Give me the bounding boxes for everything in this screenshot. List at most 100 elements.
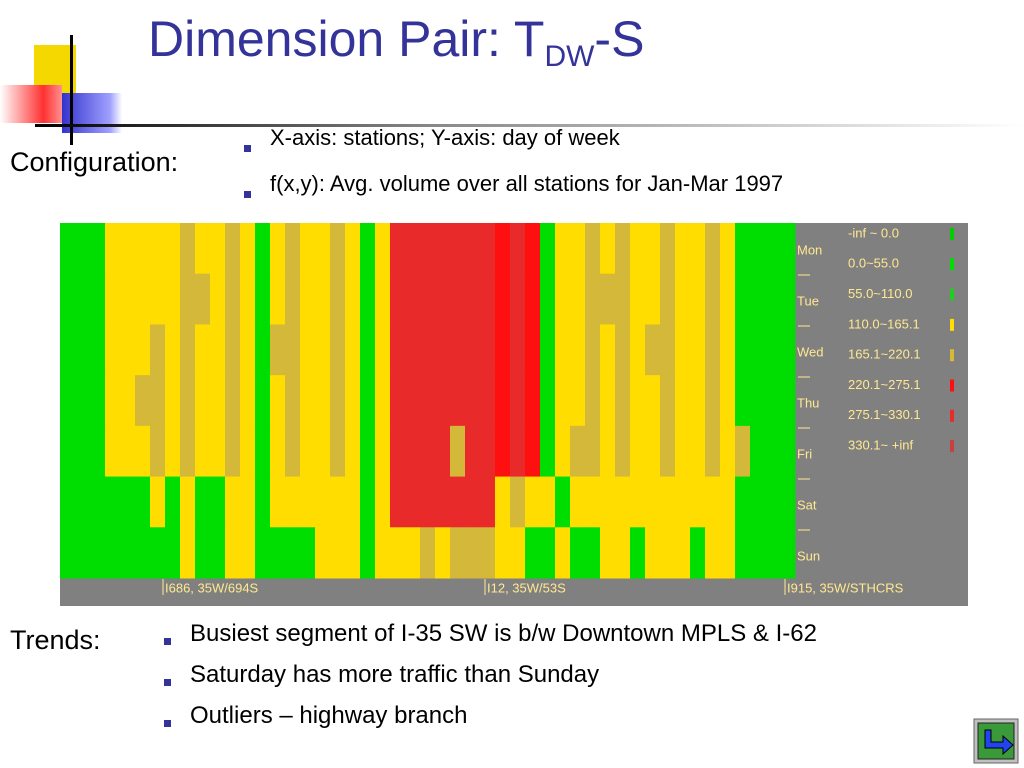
legend-swatch: [950, 288, 954, 301]
heat-cell: [225, 425, 241, 478]
heat-cell: [615, 223, 631, 275]
heat-cell: [645, 273, 661, 325]
heat-cell: [90, 273, 106, 325]
deco-line: [70, 35, 73, 145]
heat-cell: [510, 273, 526, 325]
heat-cell: [765, 375, 781, 427]
trends-label: Trends:: [10, 625, 101, 655]
heat-cell: [780, 425, 796, 478]
heat-cell: [630, 223, 646, 275]
deco-red: [0, 85, 62, 123]
heat-cell: [180, 476, 196, 528]
heat-cell: [555, 273, 571, 325]
heat-cell: [150, 324, 166, 376]
heat-cell: [615, 324, 631, 376]
heat-cell: [450, 324, 466, 376]
heat-cell: [300, 527, 316, 579]
heat-cell: [90, 527, 106, 579]
heat-cell: [60, 375, 76, 427]
day-label: Sun: [797, 548, 820, 563]
return-button[interactable]: [973, 718, 1019, 764]
heat-cell: [675, 375, 691, 427]
heat-cell: [585, 324, 601, 376]
heat-cell: [555, 223, 571, 275]
heat-cell: [555, 375, 571, 427]
heat-cell: [375, 527, 391, 579]
heat-cell: [240, 223, 256, 275]
heat-cell: [585, 425, 601, 478]
heat-cell: [600, 425, 616, 478]
heat-cell: [420, 425, 436, 478]
heat-cell: [270, 223, 286, 275]
heat-cell: [360, 324, 376, 376]
heat-cell: [615, 273, 631, 325]
heat-cell: [645, 425, 661, 478]
station-label: I12, 35W/53S: [487, 580, 566, 595]
heat-cell: [765, 223, 781, 275]
heat-cell: [300, 375, 316, 427]
heat-cell: [150, 375, 166, 427]
heat-cell: [510, 375, 526, 427]
heat-cell: [645, 527, 661, 579]
heat-cell: [480, 375, 496, 427]
heat-cell: [660, 273, 676, 325]
heat-cell: [210, 273, 226, 325]
heat-cell: [525, 223, 541, 275]
heat-cell: [690, 324, 706, 376]
heat-cell: [450, 425, 466, 478]
heat-cell: [570, 527, 586, 579]
heat-cell: [690, 273, 706, 325]
heat-cell: [225, 527, 241, 579]
heat-cell: [90, 476, 106, 528]
heat-cell: [390, 425, 406, 478]
day-label: Tue: [797, 293, 819, 308]
heat-cell: [405, 223, 421, 275]
heat-cell: [105, 375, 121, 427]
heat-cell: [90, 375, 106, 427]
heat-cell: [705, 476, 721, 528]
heat-cell: [90, 324, 106, 376]
heat-cell: [465, 375, 481, 427]
heat-cell: [120, 324, 136, 376]
heat-cell: [240, 324, 256, 376]
heat-cell: [375, 273, 391, 325]
heat-cell: [780, 375, 796, 427]
heat-cell: [630, 324, 646, 376]
heat-cell: [495, 527, 511, 579]
heat-cell: [255, 527, 271, 579]
heat-cell: [345, 375, 361, 427]
heat-cell: [210, 476, 226, 528]
heat-cell: [690, 223, 706, 275]
heat-cell: [225, 223, 241, 275]
heat-cell: [180, 527, 196, 579]
legend-swatch: [950, 228, 954, 240]
heat-cell: [525, 476, 541, 528]
heat-cell: [75, 324, 91, 376]
heat-cell: [345, 425, 361, 478]
station-label: I915, 35W/STHCRS: [787, 580, 904, 595]
heat-cell: [225, 273, 241, 325]
heat-cell: [135, 527, 151, 579]
heat-cell: [330, 425, 346, 478]
heat-cell: [630, 425, 646, 478]
heat-cell: [705, 223, 721, 275]
heat-cell: [675, 527, 691, 579]
heat-cell: [405, 476, 421, 528]
heat-cell: [420, 527, 436, 579]
heat-cell: [675, 476, 691, 528]
heat-cell: [300, 425, 316, 478]
heat-cell: [570, 273, 586, 325]
heat-cell: [750, 476, 766, 528]
heat-cell: [135, 273, 151, 325]
heat-cell: [210, 324, 226, 376]
legend-label: 0.0~55.0: [848, 256, 899, 271]
day-label: Wed: [797, 344, 824, 359]
heat-cell: [525, 324, 541, 376]
heat-cell: [270, 273, 286, 325]
heat-cell: [720, 324, 736, 376]
heat-cell: [255, 324, 271, 376]
heat-cell: [435, 527, 451, 579]
heat-cell: [585, 375, 601, 427]
heat-cell: [165, 273, 181, 325]
legend-label: 220.1~275.1: [848, 377, 921, 392]
